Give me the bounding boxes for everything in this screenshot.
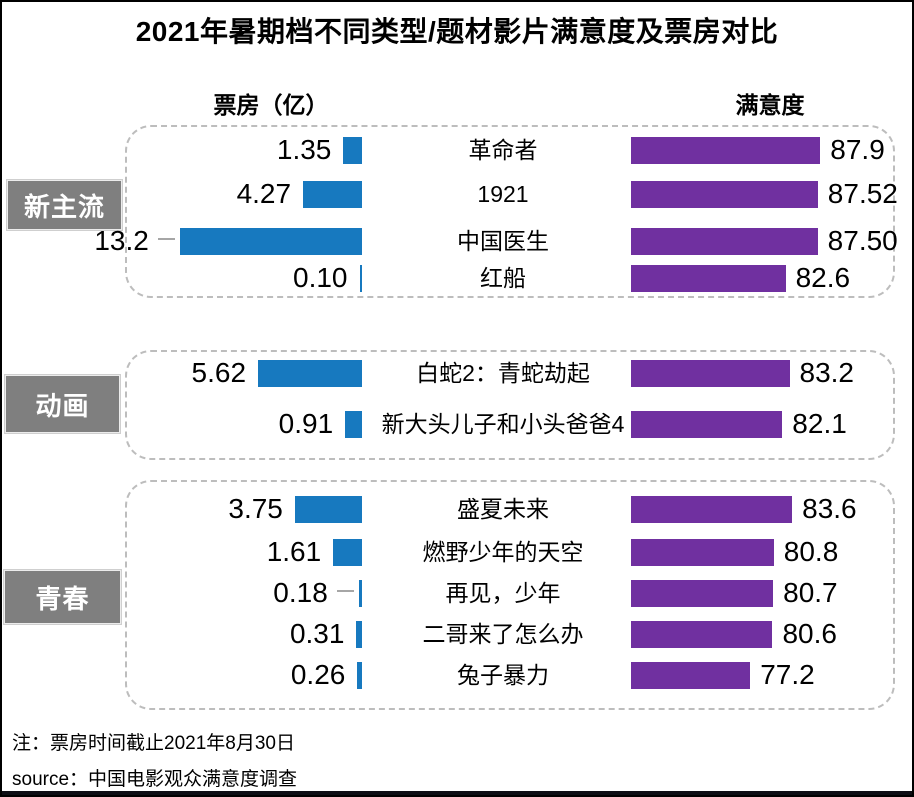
group-label-tab: 动画 [5, 375, 120, 433]
satisfaction-value: 87.52 [827, 178, 898, 209]
box-office-value: 5.62 [191, 357, 247, 388]
box-office-value: 1.61 [266, 536, 322, 567]
satisfaction-bar [631, 620, 773, 648]
group-label-tab: 青春 [4, 570, 121, 624]
film-name: 燃野少年的天空 [422, 539, 584, 565]
film-name: 革命者 [468, 137, 538, 163]
film-name: 兔子暴力 [457, 662, 549, 688]
satisfaction-bar [631, 495, 793, 523]
footnote-source: source：中国电影观众满意度调查 [12, 769, 298, 790]
satisfaction-value: 82.1 [792, 408, 847, 439]
value-leader-line [157, 238, 175, 240]
box-office-bar [333, 538, 362, 566]
footer-divider-bar [2, 791, 912, 795]
satisfaction-bar [631, 227, 818, 255]
group-panel-1 [125, 125, 895, 298]
footnote-cutoff-date: 注：票房时间截止2021年8月30日 [12, 733, 295, 754]
satisfaction-bar [631, 579, 774, 607]
satisfaction-value: 82.6 [795, 262, 851, 293]
box-office-value: 0.18 [273, 577, 328, 608]
box-office-bar [343, 136, 362, 164]
box-office-bar [357, 661, 362, 689]
satisfaction-value: 87.50 [827, 225, 898, 256]
film-name: 中国医生 [457, 228, 549, 254]
film-name: 再见，少年 [445, 580, 561, 606]
satisfaction-value: 77.2 [760, 659, 815, 690]
box-office-bar [358, 579, 362, 607]
film-name: 新大头儿子和小头爸爸4 [381, 411, 625, 437]
satisfaction-bar [631, 410, 783, 438]
film-name: 红船 [480, 265, 526, 291]
film-name: 二哥来了怎么办 [422, 621, 584, 647]
box-office-value: 13.2 [94, 225, 149, 256]
box-office-value: 0.26 [290, 659, 346, 690]
satisfaction-bar [631, 180, 818, 208]
satisfaction-bar [631, 661, 751, 689]
satisfaction-value: 80.6 [782, 618, 837, 649]
box-office-value: 0.31 [289, 618, 345, 649]
box-office-bar [179, 227, 362, 255]
satisfaction-value: 83.6 [802, 493, 857, 524]
box-office-value: 4.27 [236, 178, 292, 209]
satisfaction-column-header: 满意度 [735, 92, 805, 118]
group-panel-3 [125, 480, 895, 710]
satisfaction-value: 80.7 [783, 577, 838, 608]
satisfaction-bar [631, 538, 774, 566]
chart-title: 2021年暑期档不同类型/题材影片满意度及票房对比 [135, 16, 779, 47]
film-name: 白蛇2：青蛇劫起 [416, 360, 590, 386]
box-office-column-header: 票房（亿） [213, 92, 329, 118]
box-office-bar [303, 180, 362, 208]
group-label-tab: 新主流 [7, 180, 122, 230]
box-office-bar [356, 620, 362, 648]
satisfaction-value: 80.8 [783, 536, 839, 567]
box-office-bar [294, 495, 362, 523]
group-panel-2 [125, 350, 895, 460]
box-office-bar [345, 410, 362, 438]
satisfaction-bar [631, 264, 786, 292]
satisfaction-bar [631, 136, 821, 164]
film-name: 1921 [477, 181, 529, 207]
box-office-bar [359, 264, 362, 292]
box-office-value: 3.75 [228, 493, 283, 524]
box-office-value: 0.91 [278, 408, 334, 439]
box-office-bar [258, 359, 362, 387]
film-name: 盛夏未来 [457, 496, 549, 522]
box-office-value: 1.35 [276, 134, 332, 165]
satisfaction-bar [631, 359, 790, 387]
box-office-value: 0.10 [293, 262, 348, 293]
satisfaction-value: 87.9 [830, 134, 885, 165]
value-leader-line [336, 590, 354, 592]
satisfaction-value: 83.2 [799, 357, 855, 388]
